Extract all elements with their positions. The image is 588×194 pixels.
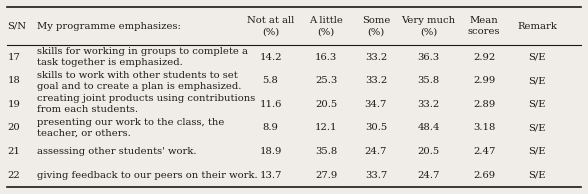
Text: 19: 19 bbox=[7, 100, 20, 109]
Text: creating joint products using contributions
from each students.: creating joint products using contributi… bbox=[36, 94, 255, 114]
Text: giving feedback to our peers on their work.: giving feedback to our peers on their wo… bbox=[36, 171, 257, 180]
Text: S/E: S/E bbox=[528, 147, 546, 156]
Text: 18.9: 18.9 bbox=[259, 147, 282, 156]
Text: 2.69: 2.69 bbox=[473, 171, 495, 180]
Text: S/N: S/N bbox=[7, 22, 26, 31]
Text: 27.9: 27.9 bbox=[315, 171, 338, 180]
Text: skills to work with other students to set
goal and to create a plan is emphasize: skills to work with other students to se… bbox=[36, 71, 241, 91]
Text: 33.2: 33.2 bbox=[365, 53, 387, 62]
Text: 30.5: 30.5 bbox=[365, 123, 387, 133]
Text: Remark: Remark bbox=[517, 22, 557, 31]
Text: 33.2: 33.2 bbox=[365, 76, 387, 85]
Text: 20.5: 20.5 bbox=[315, 100, 338, 109]
Text: 48.4: 48.4 bbox=[417, 123, 440, 133]
Text: 17: 17 bbox=[7, 53, 20, 62]
Text: 20: 20 bbox=[7, 123, 20, 133]
Text: S/E: S/E bbox=[528, 100, 546, 109]
Text: 2.47: 2.47 bbox=[473, 147, 495, 156]
Text: Not at all
(%): Not at all (%) bbox=[247, 16, 294, 36]
Text: S/E: S/E bbox=[528, 53, 546, 62]
Text: 33.7: 33.7 bbox=[365, 171, 387, 180]
Text: A little
(%): A little (%) bbox=[309, 16, 343, 36]
Text: 12.1: 12.1 bbox=[315, 123, 338, 133]
Text: 5.8: 5.8 bbox=[263, 76, 279, 85]
Text: My programme emphasizes:: My programme emphasizes: bbox=[36, 22, 181, 31]
Text: S/E: S/E bbox=[528, 76, 546, 85]
Text: 2.89: 2.89 bbox=[473, 100, 495, 109]
Text: 21: 21 bbox=[7, 147, 20, 156]
Text: 2.92: 2.92 bbox=[473, 53, 495, 62]
Text: 18: 18 bbox=[7, 76, 20, 85]
Text: 24.7: 24.7 bbox=[417, 171, 440, 180]
Text: 24.7: 24.7 bbox=[365, 147, 387, 156]
Text: 34.7: 34.7 bbox=[365, 100, 387, 109]
Text: presenting our work to the class, the
teacher, or others.: presenting our work to the class, the te… bbox=[36, 118, 224, 138]
Text: 11.6: 11.6 bbox=[259, 100, 282, 109]
Text: 2.99: 2.99 bbox=[473, 76, 495, 85]
Text: S/E: S/E bbox=[528, 171, 546, 180]
Text: Mean
scores: Mean scores bbox=[468, 16, 500, 36]
Text: 33.2: 33.2 bbox=[417, 100, 440, 109]
Text: 20.5: 20.5 bbox=[417, 147, 440, 156]
Text: 35.8: 35.8 bbox=[315, 147, 338, 156]
Text: 16.3: 16.3 bbox=[315, 53, 338, 62]
Text: 36.3: 36.3 bbox=[417, 53, 440, 62]
Text: 35.8: 35.8 bbox=[417, 76, 440, 85]
Text: 14.2: 14.2 bbox=[259, 53, 282, 62]
Text: skills for working in groups to complete a
task together is emphasized.: skills for working in groups to complete… bbox=[36, 47, 248, 67]
Text: 13.7: 13.7 bbox=[259, 171, 282, 180]
Text: 25.3: 25.3 bbox=[315, 76, 338, 85]
Text: Some
(%): Some (%) bbox=[362, 16, 390, 36]
Text: 8.9: 8.9 bbox=[263, 123, 279, 133]
Text: 22: 22 bbox=[7, 171, 20, 180]
Text: assessing other students' work.: assessing other students' work. bbox=[36, 147, 196, 156]
Text: Very much
(%): Very much (%) bbox=[402, 16, 456, 36]
Text: S/E: S/E bbox=[528, 123, 546, 133]
Text: 3.18: 3.18 bbox=[473, 123, 495, 133]
